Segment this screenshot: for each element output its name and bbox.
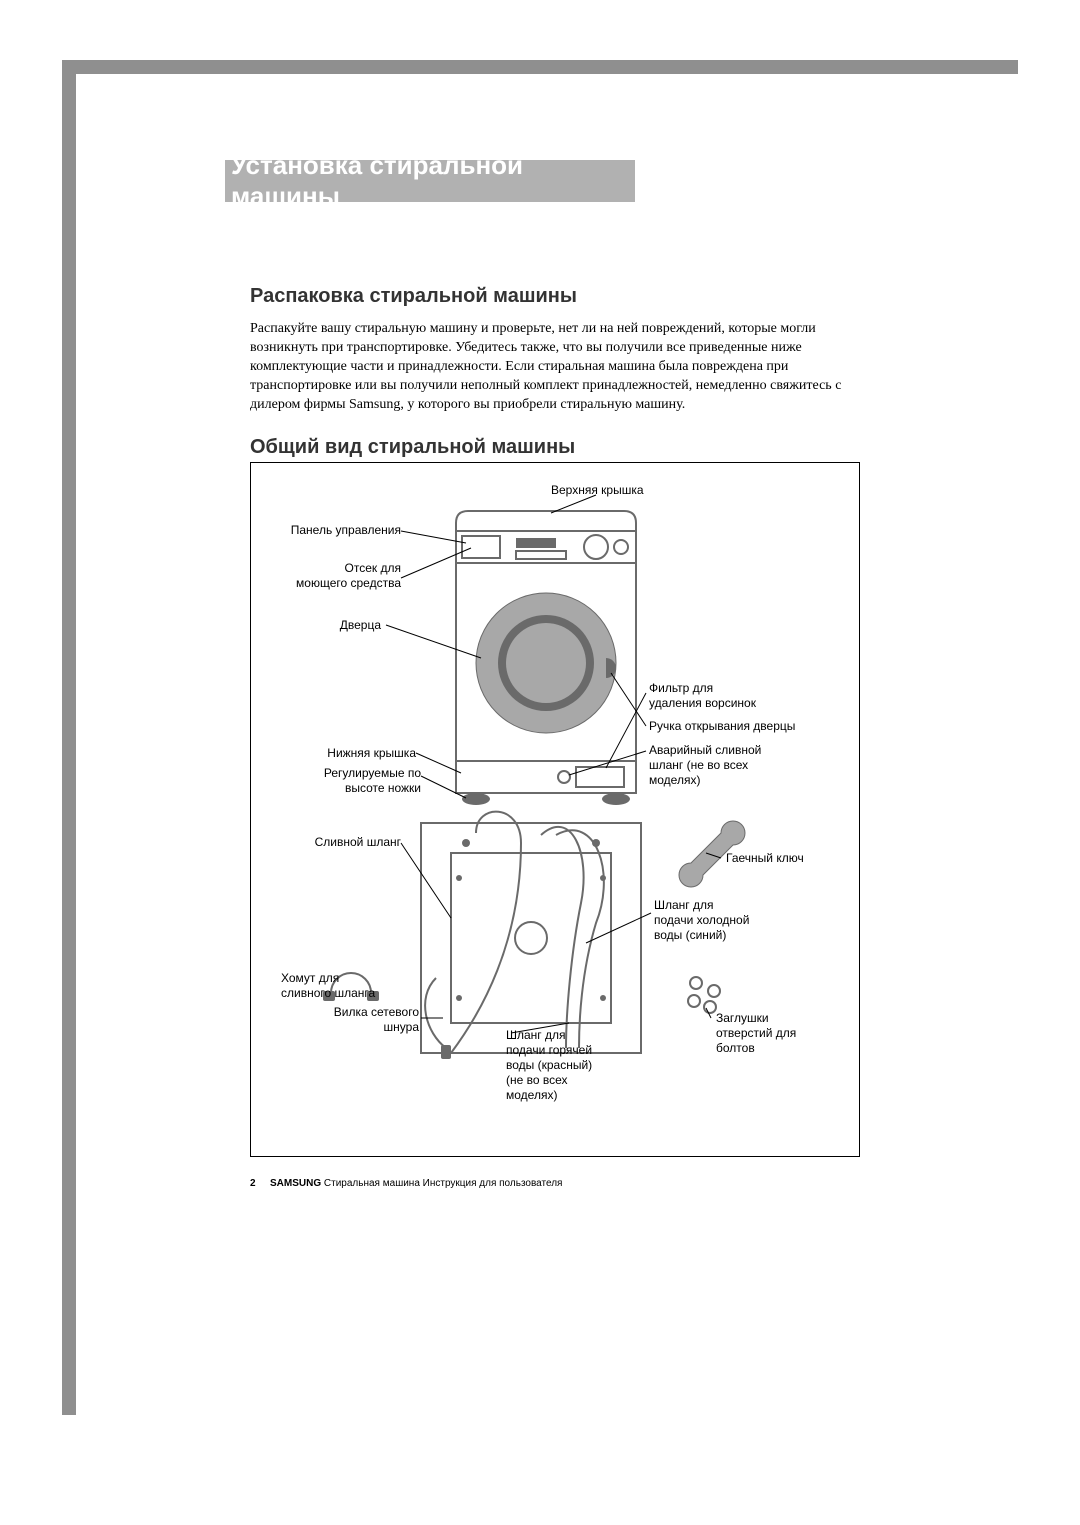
label-detergent-drawer: Отсек для моющего средства xyxy=(281,561,401,591)
label-door: Дверца xyxy=(311,618,381,633)
label-control-panel: Панель управления xyxy=(281,523,401,538)
section-heading-2: Общий вид стиральной машины xyxy=(250,436,860,459)
footer-text: Стиральная машина Инструкция для пользов… xyxy=(321,1178,562,1189)
label-bolt-caps: Заглушки отверстий для болтов xyxy=(716,1011,796,1056)
label-lint-filter: Фильтр для удаления ворсинок xyxy=(649,681,756,711)
section-body-1: Распакуйте вашу стиральную машину и пров… xyxy=(250,320,860,414)
label-emergency-drain: Аварийный сливной шланг (не во всех моде… xyxy=(649,743,761,788)
page-footer: 2 SAMSUNG Стиральная машина Инструкция д… xyxy=(250,1173,562,1191)
label-drain-hose: Сливной шланг xyxy=(291,835,401,850)
label-hot-hose: Шланг для подачи горячей воды (красный) … xyxy=(506,1028,592,1103)
diagram-frame: Верхняя крышка Панель управления Отсек д… xyxy=(250,462,860,1157)
page-title-band: Установка стиральной машины xyxy=(225,160,635,202)
label-cold-hose: Шланг для подачи холодной воды (синий) xyxy=(654,898,749,943)
page-title: Установка стиральной машины xyxy=(231,150,635,212)
label-bottom-cover: Нижняя крышка xyxy=(301,746,416,761)
footer-page-number: 2 xyxy=(250,1178,256,1189)
content-block: Распаковка стиральной машины Распакуйте … xyxy=(250,285,860,471)
label-top-cover: Верхняя крышка xyxy=(551,483,644,498)
section-heading-1: Распаковка стиральной машины xyxy=(250,285,860,308)
label-door-handle: Ручка открывания дверцы xyxy=(649,719,795,734)
label-drain-clamp: Хомут для сливного шланга xyxy=(281,971,375,1001)
label-power-plug: Вилка сетевого шнура xyxy=(301,1005,419,1035)
label-wrench: Гаечный ключ xyxy=(726,851,804,866)
footer-brand: SAMSUNG xyxy=(270,1178,321,1189)
label-adjustable-feet: Регулируемые по высоте ножки xyxy=(291,766,421,796)
